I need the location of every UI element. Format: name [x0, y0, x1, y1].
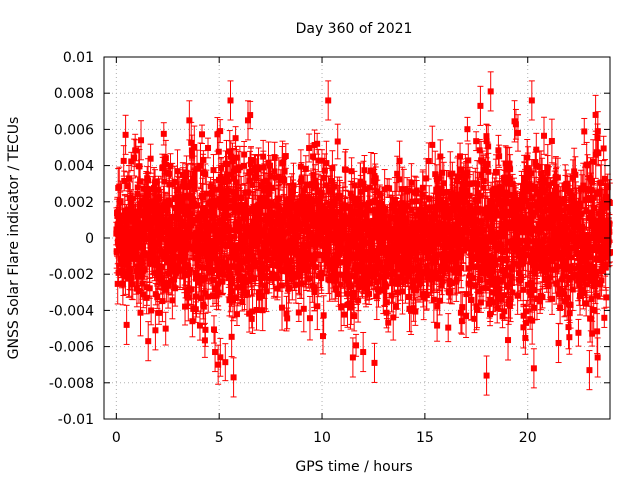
chart-title: Day 360 of 2021 [296, 21, 413, 37]
